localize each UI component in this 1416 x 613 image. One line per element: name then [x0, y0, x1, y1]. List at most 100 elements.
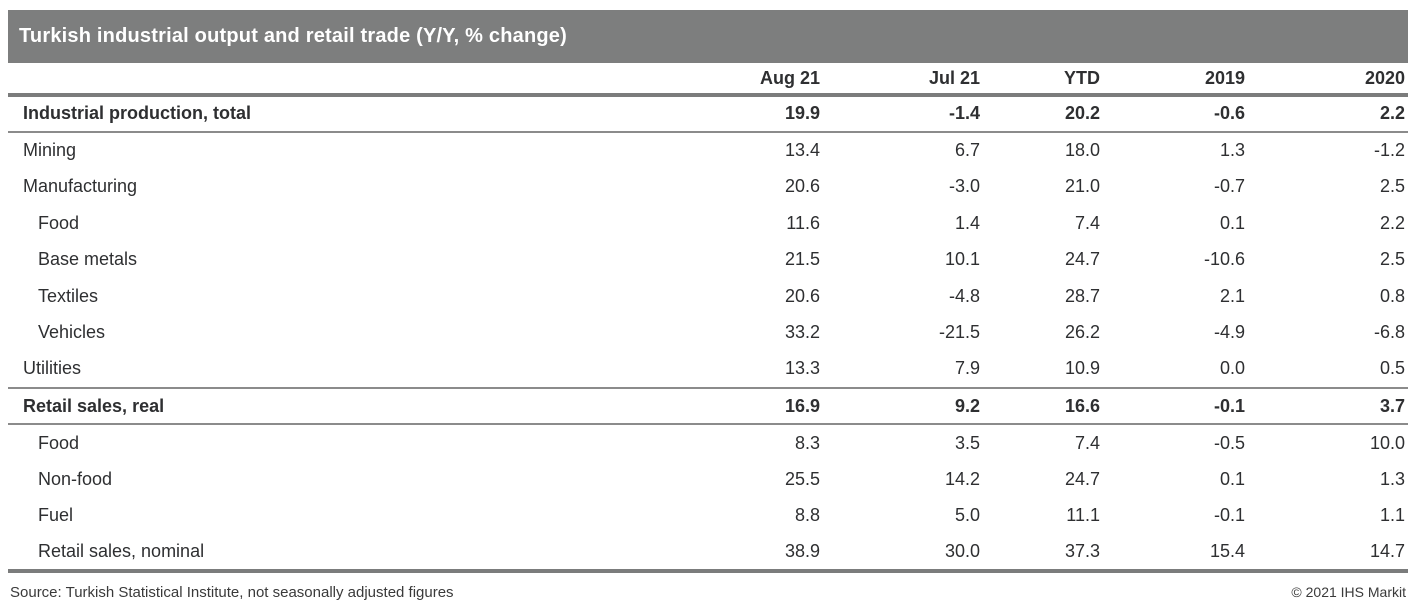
value-cell: 10.1	[944, 249, 980, 270]
table-row: Manufacturing 20.6 -3.0 21.0 -0.7 2.5	[8, 168, 1408, 205]
value-cell: -0.1	[1103, 386, 1248, 426]
value-cell: 10.9	[1064, 358, 1100, 379]
value-cell: -21.5	[938, 322, 980, 343]
table-header-row: Aug 21 Jul 21 YTD 2019 2020	[8, 63, 1408, 97]
row-label: Manufacturing	[23, 175, 138, 196]
value-cell: -0.6	[1103, 94, 1248, 133]
value-cell: 15.4	[1103, 534, 1248, 573]
value-cell: 25.5	[784, 468, 820, 489]
row-label: Base metals	[38, 249, 138, 270]
value-cell: 26.2	[1064, 322, 1100, 343]
table-row: Retail sales, nominal 38.9 30.0 37.3 15.4 14.…	[8, 534, 1408, 573]
value-cell: -3.0	[948, 175, 980, 196]
value-cell: 0.5	[1379, 358, 1405, 379]
value-cell: 11.6	[786, 212, 820, 233]
row-label: Food	[38, 432, 80, 453]
table-row: Mining 13.4 6.7 18.0 1.3 -1.2	[8, 132, 1408, 169]
value-cell: 2.2	[1248, 94, 1408, 133]
value-cell: 0.1	[1219, 212, 1245, 233]
value-cell: 20.2	[983, 94, 1103, 133]
column-header-2020: 2020	[1248, 63, 1408, 97]
value-cell: 7.9	[954, 358, 980, 379]
value-cell: 2.5	[1379, 175, 1405, 196]
value-cell: -4.9	[1213, 322, 1245, 343]
value-cell: 2.1	[1219, 285, 1245, 306]
table-row: Industrial production, total 19.9 -1.4 20.2…	[8, 94, 1408, 133]
value-cell: 18.0	[1064, 139, 1100, 160]
value-cell: 3.7	[1248, 386, 1408, 426]
value-cell: 38.9	[701, 534, 823, 573]
value-cell: -6.8	[1373, 322, 1405, 343]
value-cell: 2.2	[1379, 212, 1405, 233]
value-cell: 1.4	[954, 212, 980, 233]
value-cell: 3.5	[954, 432, 980, 453]
value-cell: 14.7	[1248, 534, 1408, 573]
copyright-note: © 2021 IHS Markit	[1291, 583, 1406, 600]
value-cell: 20.6	[784, 285, 820, 306]
value-cell: 7.4	[1074, 432, 1100, 453]
column-header-aug21: Aug 21	[701, 63, 823, 97]
value-cell: 0.0	[1219, 358, 1245, 379]
row-label: Retail sales, nominal	[8, 534, 701, 573]
table-row: Non-food 25.5 14.2 24.7 0.1 1.3	[8, 461, 1408, 498]
value-cell: 24.7	[1064, 249, 1100, 270]
value-cell: 16.6	[983, 386, 1103, 426]
column-header-2019: 2019	[1103, 63, 1248, 97]
row-label: Mining	[23, 139, 77, 160]
table-row: Food 11.6 1.4 7.4 0.1 2.2	[8, 205, 1408, 242]
table-row: Base metals 21.5 10.1 24.7 -10.6 2.5	[8, 241, 1408, 278]
column-header-ytd: YTD	[983, 63, 1103, 97]
value-cell: 1.1	[1379, 505, 1405, 526]
row-label: Food	[38, 212, 80, 233]
value-cell: -0.5	[1213, 432, 1245, 453]
table-row: Textiles 20.6 -4.8 28.7 2.1 0.8	[8, 278, 1408, 315]
table-header: Aug 21 Jul 21 YTD 2019 2020	[8, 63, 1408, 97]
table-body: Industrial production, total 19.9 -1.4 20.2…	[8, 94, 1408, 573]
table-row: Food 8.3 3.5 7.4 -0.5 10.0	[8, 424, 1408, 461]
value-cell: 14.2	[944, 468, 980, 489]
value-cell: 6.7	[954, 139, 980, 160]
value-cell: 9.2	[823, 386, 983, 426]
value-cell: 19.9	[701, 94, 823, 133]
row-label: Textiles	[38, 285, 99, 306]
value-cell: 11.1	[1066, 505, 1100, 526]
value-cell: 10.0	[1369, 432, 1405, 453]
value-cell: 24.7	[1064, 468, 1100, 489]
table-row: Vehicles 33.2 -21.5 26.2 -4.9 -6.8	[8, 315, 1408, 352]
row-label: Industrial production, total	[8, 94, 701, 133]
value-cell: 13.4	[784, 139, 820, 160]
value-cell: 21.0	[1064, 175, 1100, 196]
row-label: Utilities	[23, 358, 82, 379]
row-label: Retail sales, real	[8, 386, 701, 426]
value-cell: 0.8	[1379, 285, 1405, 306]
value-cell: 20.6	[784, 175, 820, 196]
table-title-bar: Turkish industrial output and retail tra…	[8, 10, 1408, 63]
value-cell: -1.4	[823, 94, 983, 133]
value-cell: -1.2	[1373, 139, 1405, 160]
value-cell: 2.5	[1379, 249, 1405, 270]
value-cell: 16.9	[701, 386, 823, 426]
value-cell: -4.8	[948, 285, 980, 306]
value-cell: 0.1	[1219, 468, 1245, 489]
footer: Source: Turkish Statistical Institute, n…	[8, 584, 1408, 601]
value-cell: 8.3	[794, 432, 820, 453]
source-note: Source: Turkish Statistical Institute, n…	[10, 583, 454, 601]
row-label: Non-food	[38, 468, 113, 489]
value-cell: 28.7	[1064, 285, 1100, 306]
value-cell: 13.3	[784, 358, 820, 379]
value-cell: -0.7	[1213, 175, 1245, 196]
value-cell: -10.6	[1203, 249, 1245, 270]
table-row: Fuel 8.8 5.0 11.1 -0.1 1.1	[8, 498, 1408, 535]
row-label: Fuel	[38, 505, 74, 526]
value-cell: 33.2	[784, 322, 820, 343]
value-cell: 8.8	[794, 505, 820, 526]
value-cell: -0.1	[1213, 505, 1245, 526]
value-cell: 21.5	[784, 249, 820, 270]
value-cell: 30.0	[823, 534, 983, 573]
value-cell: 1.3	[1219, 139, 1245, 160]
table-title: Turkish industrial output and retail tra…	[19, 25, 567, 47]
value-cell: 5.0	[954, 505, 980, 526]
table-row: Retail sales, real 16.9 9.2 16.6 -0.1 3.7	[8, 386, 1408, 426]
value-cell: 7.4	[1074, 212, 1100, 233]
